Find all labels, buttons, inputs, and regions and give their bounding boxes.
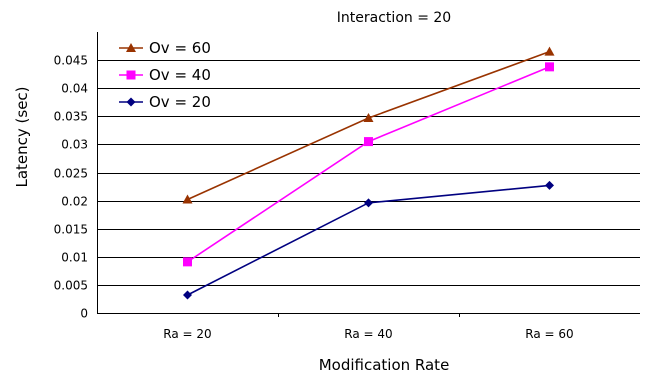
data-point — [545, 62, 554, 72]
data-point — [183, 257, 192, 267]
y-tick-label: 0.025 — [54, 167, 88, 181]
legend-marker — [126, 43, 136, 52]
y-tick-label: 0.005 — [54, 279, 88, 293]
series-line — [187, 50, 550, 201]
legend: Ov = 60 Ov = 40 Ov = 20 — [119, 39, 211, 111]
x-axis-title: Modification Rate — [319, 356, 450, 374]
axes: 0 0.005 0.01 0.015 0.02 0.025 0.03 0.035 0.04 0.0… — [54, 32, 640, 341]
series-ov-40 — [183, 62, 554, 267]
legend-entry: Ov = 40 — [119, 66, 211, 84]
series-line — [187, 66, 550, 263]
data-point — [183, 290, 192, 300]
y-tick-label: 0.02 — [61, 195, 88, 209]
x-tick-label: Ra = 20 — [163, 327, 211, 341]
data-point — [363, 112, 374, 122]
legend-label: Ov = 20 — [149, 93, 211, 111]
legend-entry: Ov = 60 — [119, 39, 211, 57]
y-tick-label: 0.04 — [61, 82, 88, 96]
series-ov-60 — [182, 46, 555, 204]
legend-label: Ov = 60 — [149, 39, 211, 57]
data-point — [364, 137, 373, 147]
y-tick-label: 0.03 — [61, 138, 88, 152]
chart-title: Interaction = 20 — [337, 10, 451, 26]
data-point — [182, 194, 193, 204]
x-tick-label: Ra = 40 — [344, 327, 392, 341]
legend-label: Ov = 40 — [149, 66, 211, 84]
legend-marker — [126, 70, 136, 80]
legend-entry: Ov = 20 — [119, 93, 211, 111]
y-axis-title: Latency (sec) — [13, 86, 31, 187]
legend-marker — [126, 97, 136, 107]
series-group — [182, 46, 555, 300]
y-tick-label: 0.045 — [54, 54, 88, 68]
y-tick-label: 0 — [80, 307, 88, 321]
y-tick-label: 0.035 — [54, 110, 88, 124]
x-tick-label: Ra = 60 — [525, 327, 573, 341]
data-point — [545, 180, 554, 190]
y-tick-label: 0.015 — [54, 223, 88, 237]
series-ov-20 — [183, 180, 554, 300]
y-tick-label: 0.01 — [61, 251, 88, 265]
data-point — [364, 198, 373, 208]
data-point — [544, 46, 555, 56]
